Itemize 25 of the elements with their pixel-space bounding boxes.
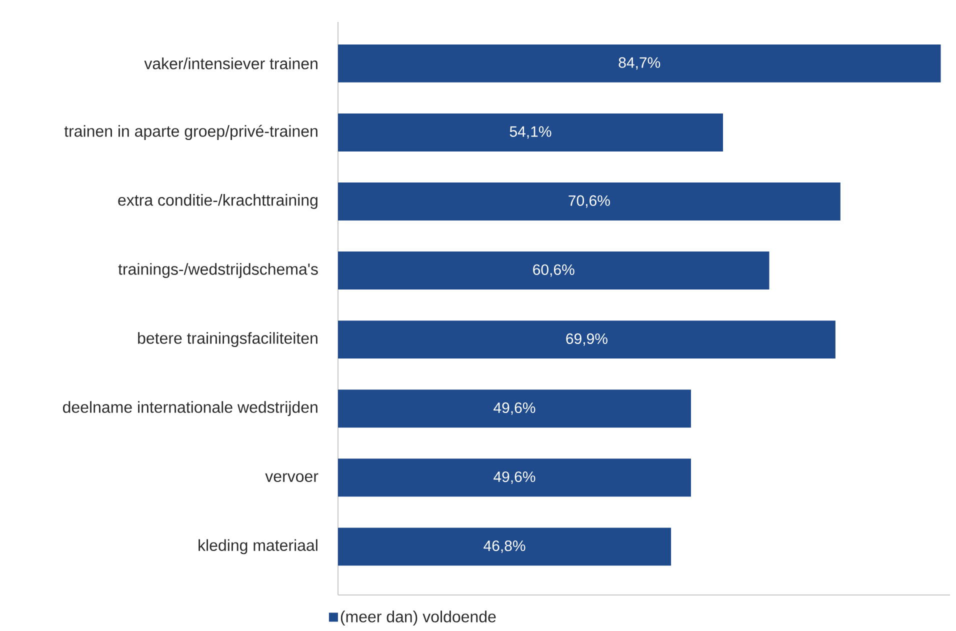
bar [338,458,691,497]
data-label: 70,6% [568,195,610,208]
bar [338,113,723,152]
data-label: 60,6% [533,264,574,277]
y-tick-label: trainings-/wedstrijdschema's [118,263,318,278]
y-tick-label: deelname internationale wedstrijden [62,401,318,416]
legend-label: (meer dan) voldoende [340,610,496,626]
y-tick-label: extra conditie-/krachttraining [118,194,318,209]
data-label: 84,7% [618,57,660,70]
bar [338,528,672,566]
y-tick-label: trainen in aparte groep/privé-trainen [64,124,318,140]
y-tick-label: vervoer [265,473,318,482]
y-tick-label: kleding materiaal [198,539,318,554]
y-tick-label: vaker/intensiever trainen [144,58,318,70]
bar [338,390,691,428]
data-label: 46,8% [484,540,526,553]
bar [338,182,840,220]
bar [338,252,770,290]
y-tick-label: betere trainingsfaciliteiten [138,332,318,348]
data-label: 49,6% [494,402,536,415]
data-label: 54,1% [510,126,552,139]
bar [338,44,941,82]
data-label: 69,9% [566,333,608,346]
data-label: 49,6% [494,471,536,484]
bar [338,320,836,359]
